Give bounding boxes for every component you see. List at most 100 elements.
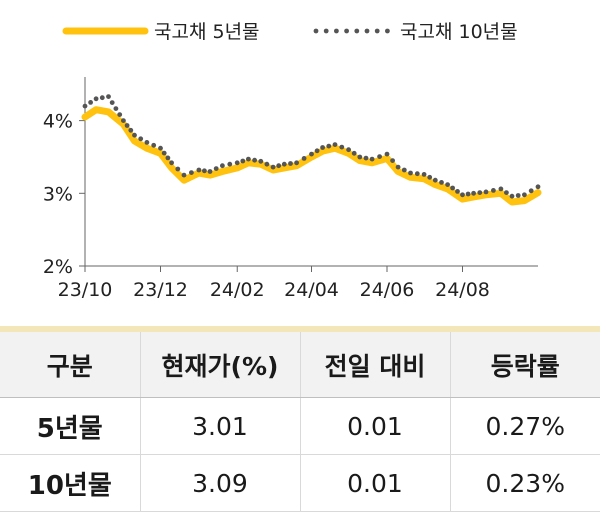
series-dot-10y [326,143,332,149]
series-dot-10y [158,145,163,151]
series-dot-10y [384,151,390,157]
series-dot-10y [427,174,433,180]
series-dot-10y [246,156,251,162]
series-dot-10y [82,103,88,109]
series-dot-10y [445,182,450,188]
series-dot-10y [99,95,105,101]
y-tick-label: 2% [43,256,73,278]
series-dot-10y [113,106,119,111]
series-dot-10y [138,136,144,142]
series-dot-10y [320,145,325,150]
row-label-10y: 10년물 [0,454,141,512]
legend-swatch-10y [313,28,390,34]
legend-dot [344,28,349,34]
table-row: 5년물 3.01 0.01 0.27% [0,397,600,455]
series-dot-10y [491,188,496,193]
series-dot-10y [455,189,460,194]
series-dot-10y [258,158,264,164]
series-dot-10y [144,140,150,145]
series-dot-10y [132,132,137,138]
legend-dot [385,28,390,34]
series-dot-10y [504,190,509,196]
series-dot-10y [109,100,115,105]
series-dot-10y [483,189,489,195]
cell-rate-5y: 0.27% [450,397,600,455]
x-axis: 23/10 23/12 24/02 24/04 24/06 24/08 [58,266,490,301]
series-dot-10y [477,190,483,196]
cell-current-5y: 3.01 [140,397,301,455]
table-top-rule [0,326,600,332]
cell-change-10y: 0.01 [300,454,451,512]
series-dot-10y [276,163,282,169]
series-dot-10y [281,161,287,167]
series-dot-10y [169,160,175,166]
series-dot-10y [234,160,240,166]
series-dot-10y [121,118,126,123]
series-dot-10y [128,127,134,133]
y-axis: 4% 3% 2% [43,111,85,278]
series-dot-10y [522,192,527,198]
series-dot-10y [357,154,363,160]
series-dot-10y [165,155,171,161]
table-row: 10년물 3.09 0.01 0.23% [0,454,600,512]
x-tick-label: 23/12 [133,279,188,301]
header-current: 현재가(%) [140,332,301,398]
header-rate: 등락률 [450,332,600,398]
series-dot-10y [264,161,270,167]
series-dot-10y [181,172,187,178]
series-dot-10y [175,166,181,172]
y-tick-label: 3% [43,183,73,205]
y-tick-label: 4% [43,111,73,133]
series-dot-10y [227,161,233,167]
series-dot-10y [432,177,438,183]
plot-area [81,94,542,206]
legend-label-10y: 국고채 10년물 [400,21,518,43]
series-dot-10y [93,96,99,102]
legend: 국고채 5년물 국고채 10년물 [62,21,518,43]
series-dot-10y [414,171,420,177]
series-dot-10y [471,190,476,196]
header-category: 구분 [0,332,141,398]
series-dot-10y [401,167,407,173]
series-line-5y [81,106,542,206]
series-dot-10y [498,186,504,192]
series-dot-10y [294,160,299,166]
cell-change-5y: 0.01 [300,397,451,455]
series-dot-10y [515,193,521,198]
x-tick-label: 24/02 [210,279,265,301]
legend-dot [364,28,370,34]
series-dot-10y [332,142,338,148]
series-dot-10y [88,100,93,105]
series-dot-10y [301,156,307,161]
legend-dot [313,28,319,34]
series-dot-10y [535,184,541,190]
series-dot-10y [346,147,351,153]
series-dot-10y [363,155,369,161]
series-dot-10y [309,151,314,157]
series-dot-10y [460,192,465,198]
x-tick-label: 24/04 [284,279,339,301]
series-dot-10y [465,191,471,197]
legend-dot [354,28,360,34]
series-dot-10y [124,123,130,128]
x-tick-label: 24/06 [360,279,415,301]
series-dot-10y [509,193,515,199]
series-dot-10y [240,158,246,164]
series-dot-10y [314,148,320,154]
series-dot-10y [528,188,534,194]
x-tick-label: 23/10 [58,279,113,301]
series-dot-10y [408,170,413,176]
series-dot-10y [213,166,219,172]
yield-table-section: 구분 현재가(%) 전일 대비 등락률 5년물 3.01 0.01 0.27% … [0,326,600,512]
series-dot-10y [390,158,395,164]
series-dot-10y [369,156,375,162]
series-dot-10y [106,94,111,99]
series-dot-10y [220,163,225,169]
series-dot-10y [288,161,293,166]
series-dot-10y [117,112,123,117]
series-dot-10y [196,167,202,173]
cell-rate-10y: 0.23% [450,454,600,512]
legend-dot [323,28,329,34]
table-header-row: 구분 현재가(%) 전일 대비 등락률 [0,332,600,398]
legend-label-5y: 국고채 5년물 [154,21,260,43]
